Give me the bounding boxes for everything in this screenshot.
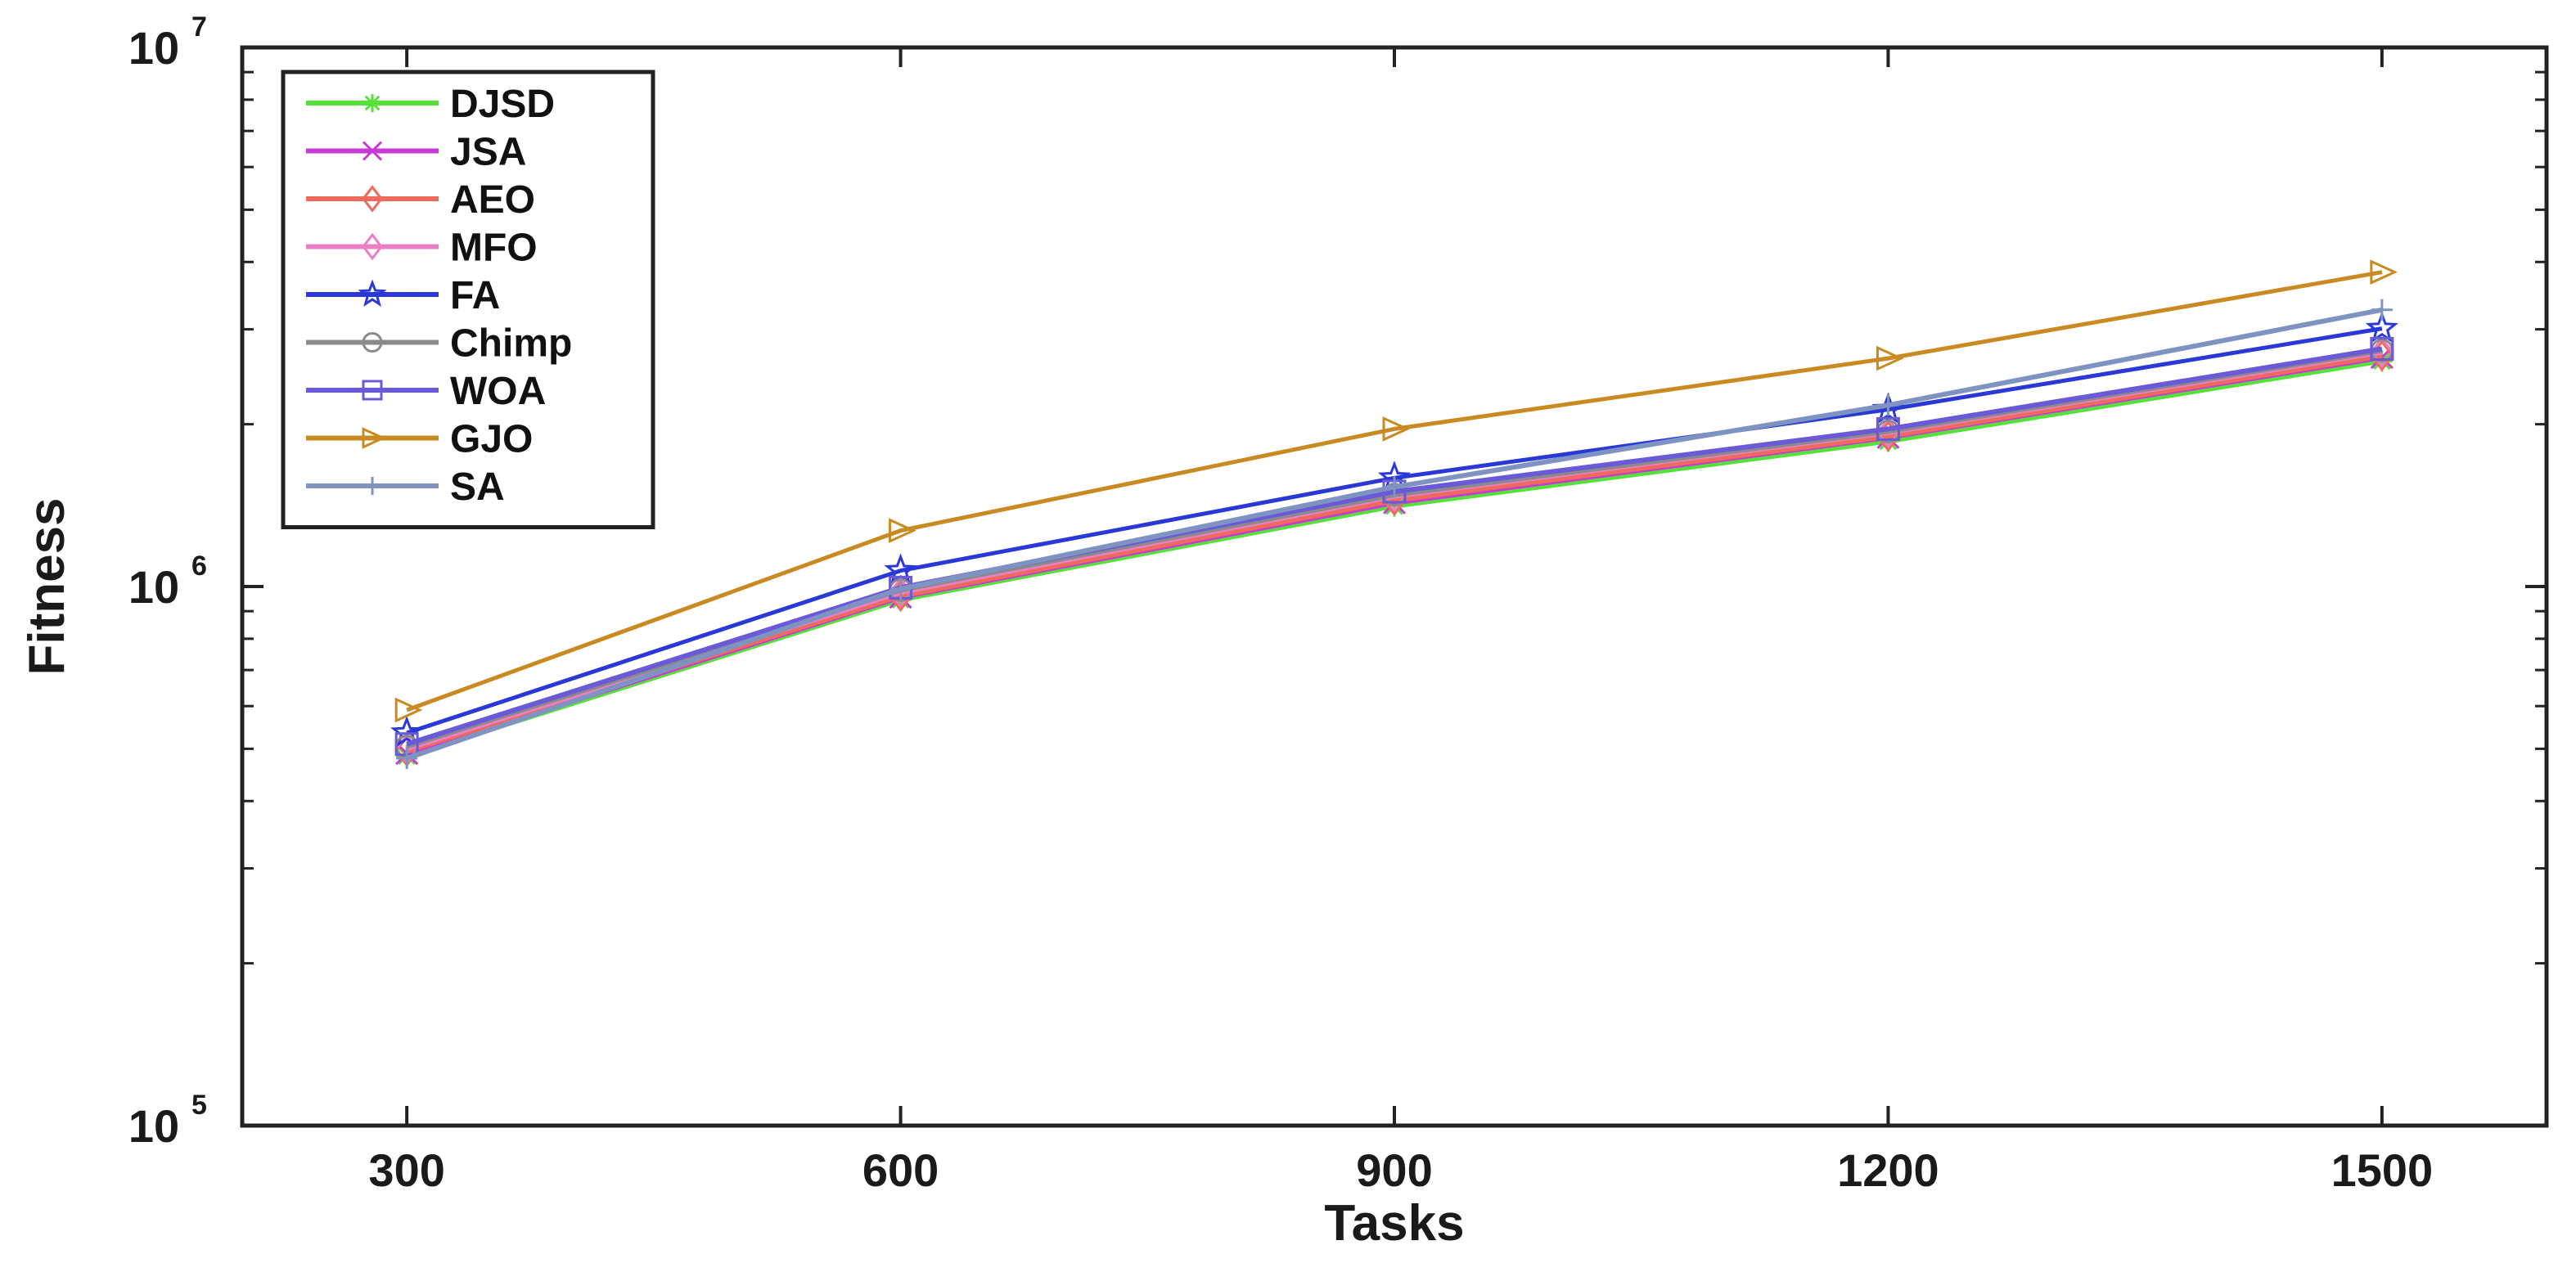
data-point-fa: [2365, 311, 2398, 343]
series-sa: [396, 299, 2393, 770]
plot-frame: [240, 45, 2549, 1128]
legend-item: AEO: [306, 178, 535, 222]
y-tick-label-exponent: 7: [191, 11, 207, 43]
legend-marker: [362, 332, 383, 353]
data-point-sa: [889, 578, 912, 600]
data-point-woa: [1876, 416, 1900, 441]
x-tick-label: 900: [1356, 1144, 1432, 1196]
legend-marker: [362, 141, 383, 161]
legend-label: AEO: [450, 178, 535, 222]
legend-marker: [358, 279, 387, 308]
legend-item: WOA: [306, 370, 546, 413]
data-point-gjo: [394, 697, 423, 723]
x-tick-label: 300: [368, 1144, 444, 1196]
data-point-sa: [2371, 299, 2393, 321]
legend-label: SA: [450, 465, 505, 509]
legend-label: FA: [450, 274, 500, 317]
x-axis-title: Tasks: [1324, 1195, 1464, 1252]
legend-item: SA: [306, 465, 505, 509]
legend-label: JSA: [450, 131, 526, 174]
legend-label: DJSD: [450, 83, 555, 126]
y-axis-title: Fitness: [19, 497, 75, 675]
legend-item: DJSD: [306, 83, 555, 126]
data-point-gjo: [1382, 416, 1411, 442]
data-point-sa: [396, 748, 418, 770]
series-gjo: [394, 259, 2398, 723]
x-tick-label: 1200: [1837, 1144, 1939, 1196]
legend-item: MFO: [306, 227, 538, 270]
legend-label: MFO: [450, 227, 538, 270]
legend-marker: [362, 427, 386, 449]
legend-label: GJO: [450, 418, 533, 461]
legend-marker: [362, 380, 383, 401]
legend-item: GJO: [306, 418, 533, 461]
y-tick-label-base: 10: [128, 1100, 179, 1152]
legend-item: Chimp: [306, 322, 572, 366]
data-point-fa: [390, 715, 424, 748]
legend-box: [281, 70, 655, 529]
data-point-gjo: [889, 518, 916, 543]
tick-labels: 300 600 900 1200 1500 10 5 10 6 10 7: [128, 11, 2433, 1196]
y-tick-label-exponent: 5: [191, 1090, 207, 1121]
x-tick-label: 1500: [2331, 1144, 2434, 1196]
data-point-gjo: [2370, 259, 2398, 285]
y-tick-label-exponent: 6: [191, 551, 207, 582]
legend-label: WOA: [450, 370, 546, 413]
y-tick-label-base: 10: [128, 22, 179, 74]
plot-series: [390, 259, 2398, 770]
x-tick-label: 600: [862, 1144, 939, 1196]
y-tick-label-base: 10: [128, 561, 179, 613]
series-line-gjo: [406, 270, 2383, 712]
legend-item: FA: [306, 274, 500, 317]
legend-marker: [363, 94, 381, 112]
data-point-sa: [1877, 394, 1899, 416]
data-point-woa: [2370, 336, 2394, 361]
legend-item: JSA: [306, 131, 526, 174]
data-point-gjo: [1876, 345, 1904, 371]
data-point-sa: [1384, 476, 1405, 498]
legend-marker: [362, 185, 383, 213]
legend-label: Chimp: [450, 322, 572, 366]
legend-marker: [363, 477, 381, 495]
legend-marker: [362, 232, 383, 261]
